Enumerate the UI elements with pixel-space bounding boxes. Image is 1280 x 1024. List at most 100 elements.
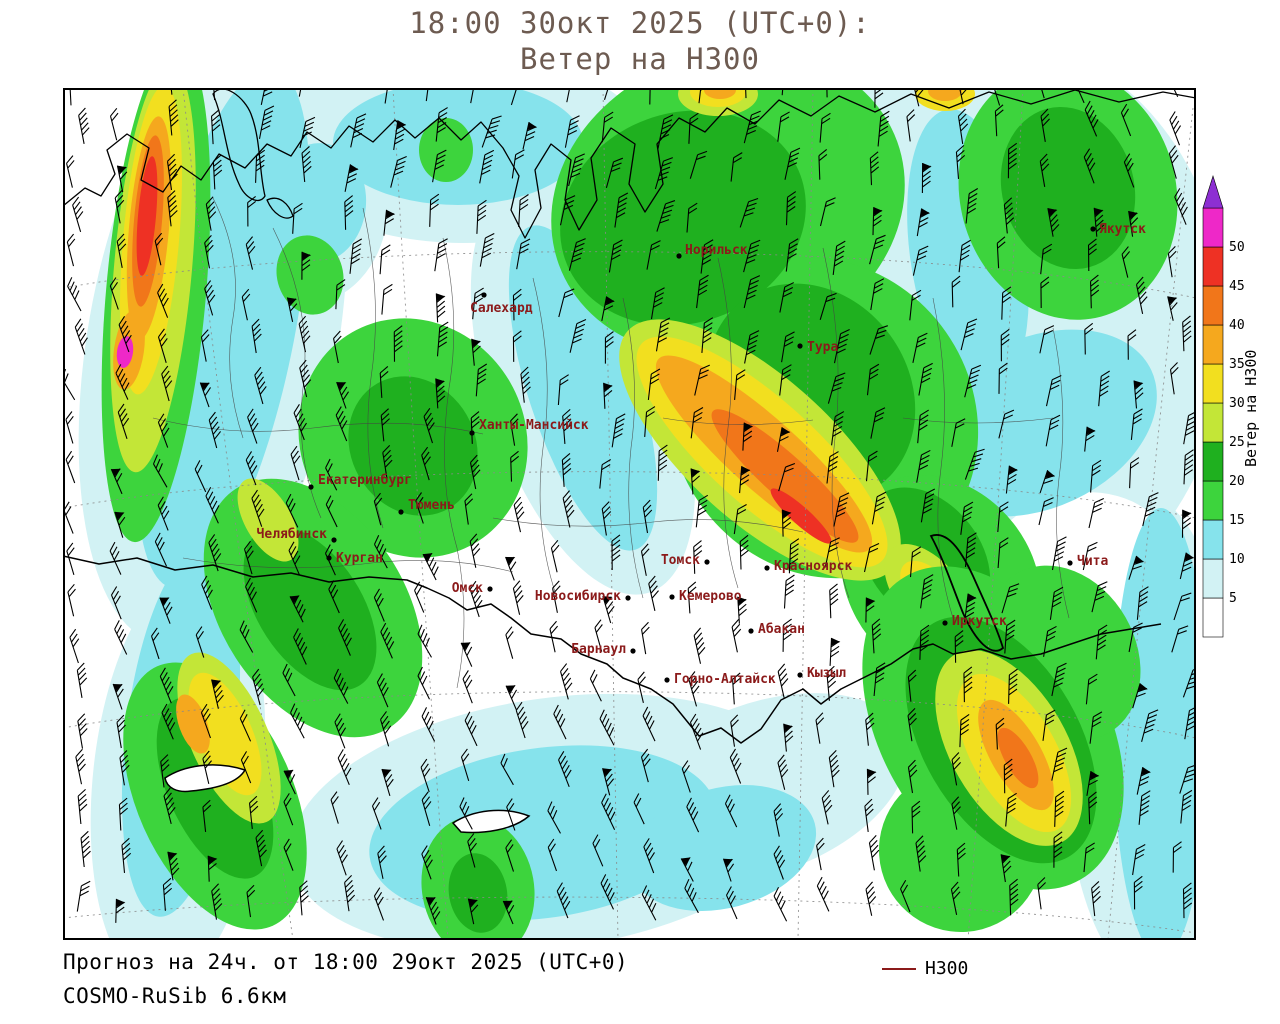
wind-barb	[78, 107, 90, 145]
wind-barb	[558, 288, 575, 318]
wind-barb	[374, 535, 388, 569]
wind-barb	[379, 244, 391, 275]
wind-barb	[512, 330, 522, 362]
wind-barb	[640, 748, 651, 783]
wind-barb	[518, 194, 529, 228]
wind-barb	[63, 369, 76, 401]
lake-outline	[929, 534, 1005, 652]
wind-barb	[744, 330, 760, 364]
wind-barb	[773, 845, 786, 880]
wind-barb	[245, 236, 256, 270]
wind-barb	[241, 288, 251, 321]
wind-barb	[66, 542, 75, 576]
wind-barb	[380, 711, 392, 747]
wind-barb	[877, 110, 890, 147]
colorbar-tick-label: 35	[1229, 357, 1245, 372]
coastline-layer	[63, 88, 1196, 239]
wind-map-canvas: Якутск Норильск Салехард Тура Ханты-Мансийск…	[63, 88, 1196, 940]
wind-barb	[994, 104, 1004, 137]
wind-barb	[695, 494, 709, 528]
wind-barb	[464, 711, 478, 747]
wind-barb	[871, 618, 882, 654]
wind-barb	[114, 620, 128, 655]
wind-barb	[417, 666, 430, 700]
wind-barb	[1039, 325, 1055, 354]
wind-barb	[208, 411, 222, 449]
wind-barb	[423, 407, 435, 444]
wind-barb	[290, 703, 305, 739]
city-label: Ханты-Мансийск	[479, 418, 589, 433]
colorbar-segment	[1202, 558, 1224, 599]
wind-barb	[344, 195, 354, 230]
wind-barb	[648, 575, 659, 612]
wind-barb	[285, 493, 299, 528]
wind-barb	[293, 404, 307, 441]
wind-barb	[415, 492, 424, 524]
wind-barb	[646, 240, 661, 270]
wind-barb	[251, 489, 265, 527]
wind-barb	[965, 188, 979, 224]
wind-barb	[781, 331, 795, 363]
wind-barb	[647, 368, 661, 400]
wind-barb	[1040, 243, 1053, 275]
wind-barb	[289, 595, 306, 623]
wind-barb	[301, 146, 312, 183]
city-label: Томск	[661, 553, 700, 568]
colorbar-segment	[1202, 519, 1224, 560]
wind-barb	[429, 193, 440, 227]
wind-barb	[562, 490, 575, 528]
colorbar-tick-label: 30	[1229, 396, 1245, 411]
wind-barb	[1133, 380, 1144, 409]
wind-barb	[376, 673, 389, 708]
wind-barb	[724, 794, 738, 828]
wind-barb	[600, 874, 615, 910]
wind-barb	[154, 232, 164, 266]
wind-barb	[460, 748, 470, 782]
wind-barb	[826, 451, 839, 484]
wind-barb	[195, 626, 205, 658]
wind-barb	[865, 712, 875, 746]
wind-barb	[656, 200, 676, 232]
wind-barb	[151, 627, 160, 660]
wind-barb	[1009, 878, 1019, 916]
wind-barb	[202, 750, 212, 785]
wind-barb	[112, 683, 124, 710]
wind-barb	[900, 879, 911, 913]
wind-barb	[1128, 210, 1139, 237]
wind-barb	[912, 245, 929, 276]
wind-barb	[833, 492, 850, 527]
wind-barb	[696, 274, 709, 309]
city-marker	[676, 253, 682, 259]
wind-barb	[1086, 771, 1100, 796]
wind-barb	[335, 406, 348, 442]
wind-barb	[1085, 673, 1098, 705]
wind-barb	[467, 833, 477, 868]
wind-barb	[1167, 245, 1177, 278]
wind-barb	[516, 238, 531, 270]
wind-barb	[414, 581, 425, 613]
wind-barb	[76, 880, 91, 912]
wind-barb	[568, 238, 586, 271]
wind-barb	[701, 317, 714, 353]
city-label: Барнаул	[571, 642, 626, 657]
wind-barb	[642, 499, 653, 534]
wind-barb	[393, 120, 407, 151]
wind-barb	[77, 713, 88, 749]
wind-barb	[421, 845, 433, 880]
wind-barb	[1000, 854, 1012, 883]
wind-barb	[1123, 153, 1135, 188]
wind-barb	[1183, 449, 1194, 485]
wind-barb	[381, 283, 393, 315]
wind-barb	[1130, 408, 1143, 440]
wind-barb	[955, 144, 966, 179]
wind-barb	[1000, 328, 1010, 362]
wind-speed-region	[243, 525, 377, 691]
wind-barb	[559, 195, 576, 226]
wind-barb	[657, 444, 668, 481]
wind-barb	[964, 593, 977, 623]
wind-barb	[1043, 625, 1057, 657]
wind-barb	[204, 280, 216, 316]
wind-barb	[866, 363, 880, 396]
wind-barb	[964, 448, 985, 480]
wind-barb	[1133, 875, 1143, 910]
